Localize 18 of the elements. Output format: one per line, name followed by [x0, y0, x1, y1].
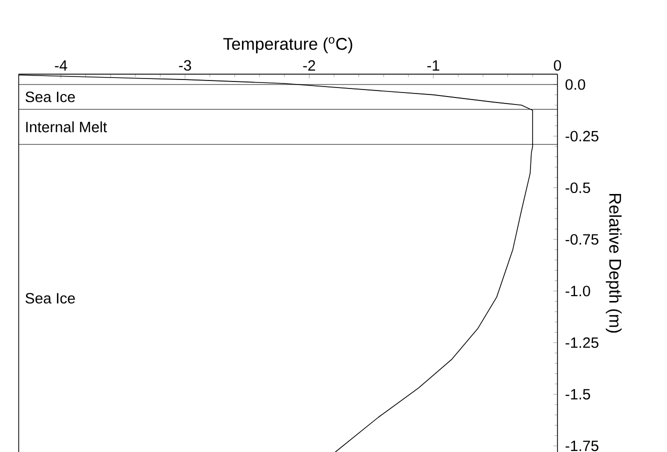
y-axis-title: Relative Depth (m): [606, 194, 622, 333]
y-tick-label: -0.25: [566, 130, 598, 142]
x-tick-label: -4: [54, 60, 68, 71]
x-tick-label: -3: [179, 60, 192, 71]
y-tick-label: -0.75: [566, 234, 598, 245]
x-tick-label: 0: [554, 60, 562, 71]
annotation: Internal Melt: [26, 121, 107, 132]
annotation: Sea Ice: [26, 92, 75, 102]
y-tick-label: -1.5: [566, 389, 590, 400]
x-tick-label: -1: [427, 60, 440, 71]
y-tick-label: -1.75: [566, 440, 598, 452]
annotation: Sea Ice: [26, 292, 75, 304]
y-tick-label: -0.5: [566, 182, 590, 193]
x-axis-title: Temperature ($^{o}$C): [223, 37, 352, 54]
x-tick-label: -2: [303, 60, 316, 71]
y-tick-label: -1.0: [566, 286, 590, 296]
y-tick-label: -1.25: [566, 337, 598, 348]
y-tick-label: 0.0: [566, 79, 586, 90]
